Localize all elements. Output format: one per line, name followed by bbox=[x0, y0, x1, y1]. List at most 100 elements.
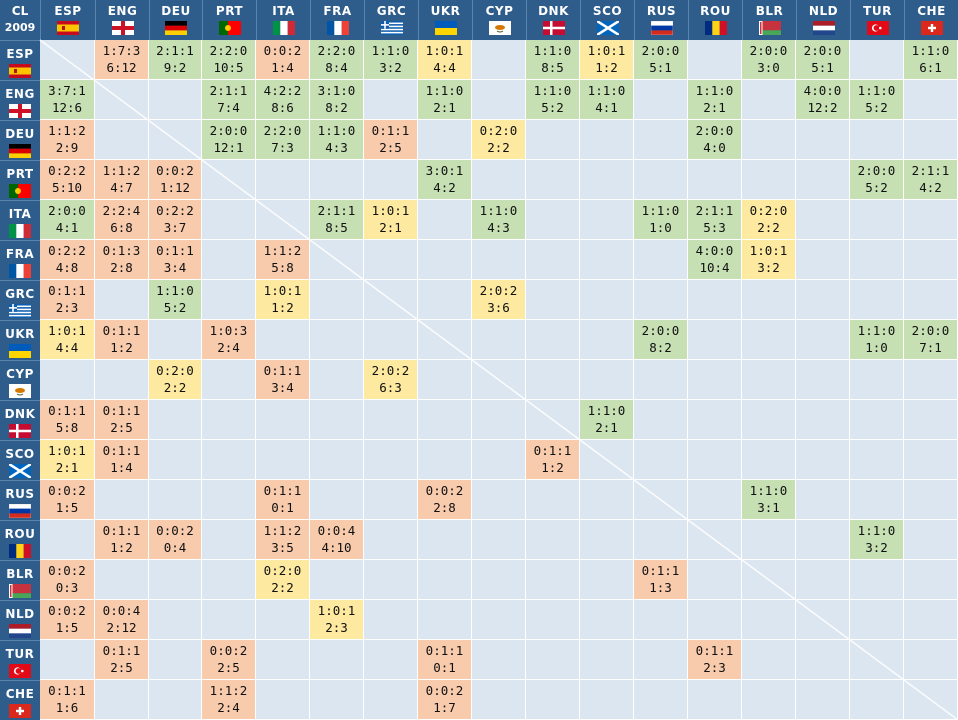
match-cell: 2:0:2 3:6 bbox=[472, 280, 525, 319]
ukraine-flag-icon bbox=[0, 344, 40, 358]
match-cell: 0:0:2 0:4 bbox=[149, 520, 201, 559]
match-cell bbox=[634, 640, 687, 679]
match-cell: 1:0:1 2:1 bbox=[364, 200, 417, 239]
win-draw-loss: 2:0:0 bbox=[641, 43, 680, 58]
goal-score: 1:7 bbox=[433, 700, 456, 715]
match-cell: 1:0:1 1:2 bbox=[256, 280, 309, 319]
win-draw-loss: 2:2:0 bbox=[209, 43, 248, 58]
goal-score: 4:2 bbox=[433, 180, 456, 195]
goal-score: 8:5 bbox=[325, 220, 348, 235]
match-cell bbox=[742, 440, 795, 479]
match-cell bbox=[742, 520, 795, 559]
match-cell bbox=[40, 40, 94, 79]
match-cell bbox=[202, 560, 255, 599]
goal-score: 2:1 bbox=[55, 460, 79, 475]
match-cell: 2:0:0 5:1 bbox=[634, 40, 687, 79]
goal-score: 5:8 bbox=[55, 420, 79, 435]
goal-score: 6:12 bbox=[106, 60, 137, 75]
match-cell: 0:0:2 1:7 bbox=[418, 680, 471, 719]
netherlands-flag-icon bbox=[797, 21, 850, 35]
match-cell bbox=[904, 480, 957, 519]
match-cell bbox=[472, 600, 525, 639]
win-draw-loss: 0:1:1 bbox=[533, 443, 572, 458]
match-cell bbox=[310, 360, 363, 399]
netherlands-flag-icon bbox=[0, 624, 40, 638]
team-code: BLR bbox=[755, 4, 784, 18]
goal-score: 5:2 bbox=[865, 180, 888, 195]
goal-score: 4:7 bbox=[110, 180, 133, 195]
match-cell: 0:1:3 2:8 bbox=[95, 240, 148, 279]
match-cell bbox=[149, 680, 201, 719]
match-cell bbox=[256, 640, 309, 679]
match-cell bbox=[364, 160, 417, 199]
match-cell bbox=[580, 320, 633, 359]
match-cell bbox=[634, 600, 687, 639]
match-cell bbox=[526, 320, 579, 359]
match-cell bbox=[634, 160, 687, 199]
match-cell bbox=[472, 160, 525, 199]
match-cell bbox=[526, 480, 579, 519]
denmark-flag-icon bbox=[527, 21, 580, 35]
win-draw-loss: 0:1:1 bbox=[48, 683, 86, 698]
match-cell bbox=[526, 200, 579, 239]
match-cell bbox=[364, 400, 417, 439]
match-cell bbox=[742, 400, 795, 439]
goal-score: 3:0 bbox=[757, 60, 780, 75]
team-code: PRT bbox=[215, 4, 244, 18]
match-cell: 0:1:1 1:6 bbox=[40, 680, 94, 719]
match-cell bbox=[310, 160, 363, 199]
win-draw-loss: 0:2:2 bbox=[48, 163, 86, 178]
win-draw-loss: 1:1:2 bbox=[209, 683, 248, 698]
match-cell: 0:0:2 2:8 bbox=[418, 480, 471, 519]
match-cell bbox=[742, 560, 795, 599]
match-cell bbox=[850, 120, 903, 159]
portugal-flag-icon bbox=[203, 21, 256, 35]
match-cell bbox=[796, 440, 849, 479]
win-draw-loss: 0:1:1 bbox=[48, 283, 86, 298]
match-cell bbox=[472, 360, 525, 399]
match-cell bbox=[742, 680, 795, 719]
match-cell bbox=[418, 280, 471, 319]
win-draw-loss: 0:2:2 bbox=[156, 203, 194, 218]
goal-score: 2:1 bbox=[433, 100, 456, 115]
match-cell bbox=[95, 560, 148, 599]
win-draw-loss: 1:0:1 bbox=[749, 243, 788, 258]
win-draw-loss: 2:1:1 bbox=[695, 203, 734, 218]
goal-score: 1:2 bbox=[595, 60, 618, 75]
competition-label: CL bbox=[11, 4, 29, 18]
win-draw-loss: 2:2:0 bbox=[317, 43, 356, 58]
goal-score: 1:5 bbox=[55, 620, 79, 635]
match-cell: 0:1:1 1:2 bbox=[95, 520, 148, 559]
match-cell: 1:7:3 6:12 bbox=[95, 40, 148, 79]
column-header-fra: FRA bbox=[310, 0, 364, 40]
row-header-cyp: CYP bbox=[0, 360, 40, 400]
match-cell bbox=[40, 360, 94, 399]
match-cell bbox=[310, 400, 363, 439]
win-draw-loss: 1:1:2 bbox=[48, 123, 86, 138]
match-cell bbox=[850, 360, 903, 399]
match-cell: 1:1:0 4:3 bbox=[310, 120, 363, 159]
match-cell bbox=[202, 240, 255, 279]
match-cell bbox=[310, 680, 363, 719]
match-cell: 0:2:2 3:7 bbox=[149, 200, 201, 239]
goal-score: 4:1 bbox=[595, 100, 618, 115]
team-code: DNK bbox=[538, 4, 569, 18]
win-draw-loss: 1:0:1 bbox=[48, 443, 86, 458]
goal-score: 2:2 bbox=[487, 140, 510, 155]
match-cell: 1:1:2 2:4 bbox=[202, 680, 255, 719]
match-cell: 1:1:2 2:9 bbox=[40, 120, 94, 159]
scotland-flag-icon bbox=[581, 21, 634, 35]
match-cell: 1:1:0 3:2 bbox=[364, 40, 417, 79]
germany-flag-icon bbox=[0, 144, 40, 158]
team-code: ENG bbox=[107, 4, 138, 18]
win-draw-loss: 2:1:1 bbox=[317, 203, 356, 218]
match-cell: 2:0:0 5:1 bbox=[796, 40, 849, 79]
win-draw-loss: 1:1:0 bbox=[857, 523, 896, 538]
match-cell bbox=[472, 440, 525, 479]
goal-score: 5:2 bbox=[541, 100, 564, 115]
match-cell: 1:1:0 3:1 bbox=[742, 480, 795, 519]
goal-score: 2:5 bbox=[379, 140, 402, 155]
match-cell bbox=[472, 640, 525, 679]
match-cell: 2:0:2 6:3 bbox=[364, 360, 417, 399]
match-cell: 3:0:1 4:2 bbox=[418, 160, 471, 199]
